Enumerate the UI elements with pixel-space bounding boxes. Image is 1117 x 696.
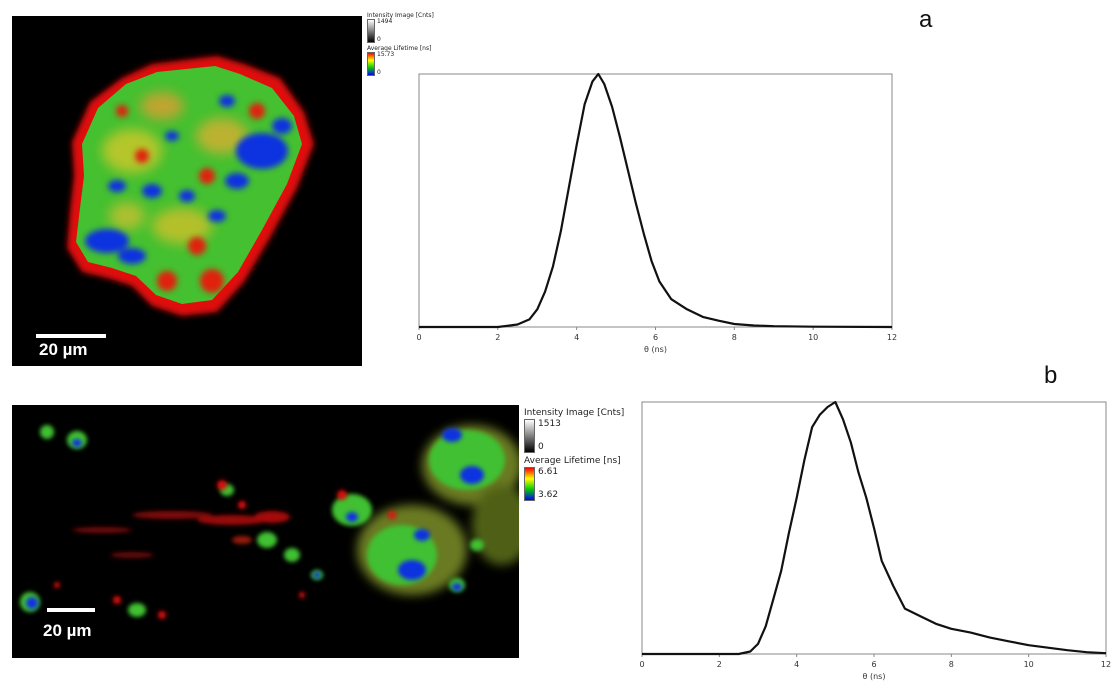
scale-bar-line-b — [47, 608, 95, 612]
x-tick-label-b-4: 8 — [949, 660, 954, 669]
x-tick-label-b-6: 12 — [1101, 660, 1111, 669]
intensity-max-a: 1494 — [377, 18, 393, 25]
series-line-b-0 — [642, 400, 1107, 656]
intensity-min-a: 0 — [377, 36, 381, 43]
lifetime-histogram-a: 0 2 4 6 8 10 12 θ (ns) — [400, 60, 910, 370]
intensity-colorbar-a — [367, 19, 375, 43]
chart-svg-a: 0 2 4 6 8 10 12 θ (ns) — [416, 72, 897, 354]
lifetime-colorbar-b — [524, 467, 535, 501]
panel-label-a: a — [919, 6, 933, 33]
intensity-max-b: 1513 — [538, 419, 561, 429]
lifetime-min-b: 3.62 — [538, 490, 559, 500]
x-tick-label-b-5: 10 — [1024, 660, 1034, 669]
scale-bar-label-a: 20 µm — [39, 340, 88, 359]
legend-a: Intensity Image [Cnts] 1494 0 Average Li… — [367, 12, 447, 82]
x-tick-label-a-3: 6 — [653, 333, 658, 342]
series-line-a-0 — [419, 72, 893, 329]
x-axis-label-a: θ (ns) — [644, 345, 667, 354]
legend-b: Intensity Image [Cnts] 1513 0 Average Li… — [524, 408, 628, 508]
scale-bar-label-b: 20 µm — [43, 621, 92, 640]
lifetime-histogram-b: 0 2 4 6 8 10 12 θ (ns) — [625, 392, 1117, 691]
microscopy-image-b: 20 µm — [12, 405, 519, 658]
lifetime-max-b: 6.61 — [538, 467, 559, 477]
x-tick-label-b-1: 2 — [717, 660, 722, 669]
chart-svg-b: 0 2 4 6 8 10 12 θ (ns) — [639, 400, 1111, 681]
microscopy-image-a: 20 µm — [12, 16, 362, 366]
lifetime-legend-title-a: Average Lifetime [ns] — [367, 45, 432, 52]
scale-bar-line-a — [36, 334, 106, 338]
intensity-min-b: 0 — [538, 442, 544, 452]
lifetime-max-a: 15.73 — [377, 51, 395, 58]
x-tick-label-a-6: 12 — [887, 333, 897, 342]
lifetime-map-a — [67, 56, 314, 316]
x-tick-label-b-3: 6 — [871, 660, 876, 669]
x-tick-label-a-5: 10 — [808, 333, 818, 342]
panel-label-b: b — [1044, 362, 1058, 389]
lifetime-min-a: 0 — [377, 69, 381, 76]
x-tick-label-b-0: 0 — [639, 660, 644, 669]
x-tick-label-a-2: 4 — [574, 333, 579, 342]
x-axis-label-b: θ (ns) — [863, 672, 886, 681]
intensity-legend-title-b: Intensity Image [Cnts] — [524, 408, 625, 418]
x-tick-label-b-2: 4 — [794, 660, 799, 669]
lifetime-colorbar-a — [367, 52, 375, 76]
intensity-colorbar-b — [524, 419, 535, 453]
lifetime-legend-title-b: Average Lifetime [ns] — [524, 456, 621, 466]
x-tick-label-a-1: 2 — [495, 333, 500, 342]
x-tick-label-a-0: 0 — [416, 333, 421, 342]
intensity-legend-title-a: Intensity Image [Cnts] — [367, 12, 434, 19]
plot-frame-a — [418, 73, 893, 328]
lifetime-map-b — [20, 425, 519, 619]
x-tick-label-a-4: 8 — [732, 333, 737, 342]
